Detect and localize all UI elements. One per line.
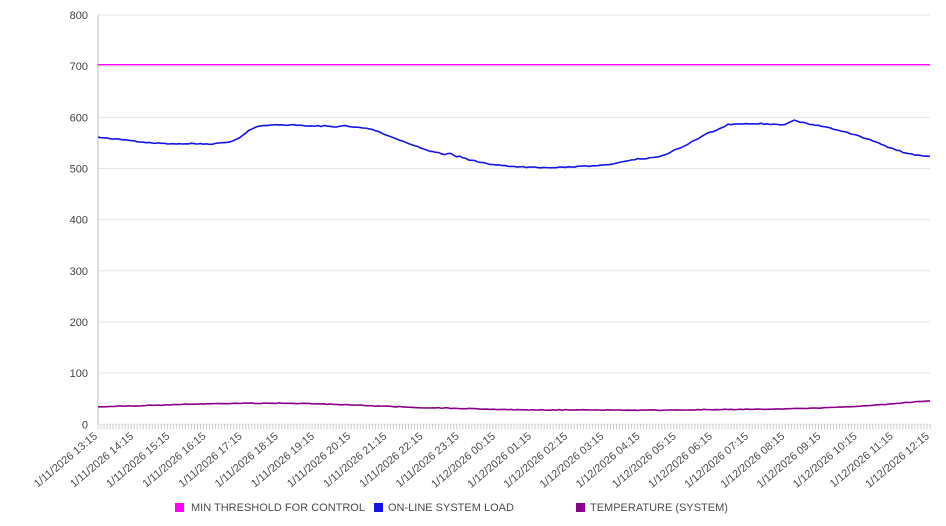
svg-text:TEMPERATURE (SYSTEM): TEMPERATURE (SYSTEM) [590, 502, 728, 514]
svg-text:100: 100 [70, 368, 88, 380]
svg-text:MIN THRESHOLD FOR CONTROL: MIN THRESHOLD FOR CONTROL [191, 502, 365, 514]
svg-text:200: 200 [70, 317, 88, 329]
svg-text:700: 700 [70, 61, 88, 73]
svg-text:600: 600 [70, 112, 88, 124]
svg-text:ON-LINE SYSTEM LOAD: ON-LINE SYSTEM LOAD [388, 502, 514, 514]
svg-text:0: 0 [82, 419, 88, 431]
svg-text:400: 400 [70, 215, 88, 227]
svg-text:300: 300 [70, 266, 88, 278]
svg-text:500: 500 [70, 164, 88, 176]
svg-text:800: 800 [70, 10, 88, 22]
